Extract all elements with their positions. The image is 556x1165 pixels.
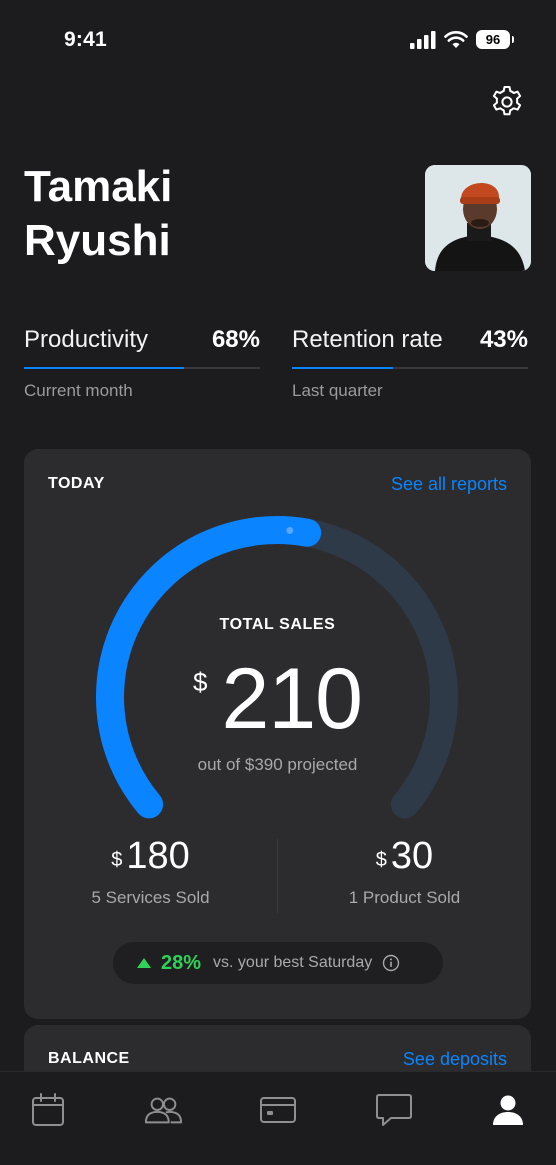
stat-value: 43% xyxy=(479,326,528,353)
tab-messages[interactable] xyxy=(374,1090,414,1130)
chat-icon xyxy=(376,1094,412,1126)
gauge-progress-dot xyxy=(286,526,294,534)
gauge-fill xyxy=(95,516,322,819)
stat-retention-rate: Retention rate 43% Last quarter xyxy=(292,326,528,401)
divider xyxy=(277,839,278,913)
see-all-reports-link[interactable]: See all reports xyxy=(390,474,507,494)
battery-icon: 96 xyxy=(476,30,514,49)
stat-progress-bar xyxy=(292,367,528,369)
card-icon xyxy=(260,1097,296,1123)
today-title: TODAY xyxy=(48,475,105,492)
tab-bar xyxy=(0,1071,556,1165)
currency-symbol: $ xyxy=(375,849,387,871)
products-amount: 30 xyxy=(390,835,434,877)
profile-icon xyxy=(493,1095,523,1125)
settings-gear-icon[interactable] xyxy=(489,84,525,120)
profile-last-name: Ryushi xyxy=(24,216,171,265)
stat-progress-bar xyxy=(24,367,260,369)
stat-label: Productivity xyxy=(24,326,149,353)
stat-period: Last quarter xyxy=(292,381,383,400)
stat-progress-fill xyxy=(24,367,185,369)
tab-clients[interactable] xyxy=(143,1090,183,1130)
balance-title: BALANCE xyxy=(48,1050,130,1067)
calendar-icon xyxy=(32,1093,64,1126)
info-icon[interactable] xyxy=(382,954,400,972)
total-sales-value: 210 xyxy=(221,651,362,747)
status-icons: 96 xyxy=(410,30,514,49)
currency-symbol: $ xyxy=(193,667,208,697)
tab-profile[interactable] xyxy=(488,1090,528,1130)
wifi-icon xyxy=(444,30,468,48)
cellular-signal-icon xyxy=(410,30,436,49)
currency-symbol: $ xyxy=(111,849,123,871)
products-sold: $30 1 Product Sold xyxy=(278,834,531,908)
services-amount: 180 xyxy=(126,835,190,877)
tab-calendar[interactable] xyxy=(28,1090,68,1130)
stat-label: Retention rate xyxy=(292,326,443,353)
stat-productivity: Productivity 68% Current month xyxy=(24,326,260,401)
stat-progress-fill xyxy=(292,367,394,369)
avatar-photo xyxy=(425,165,531,271)
sales-gauge xyxy=(95,516,458,819)
comparison-percent: 28% xyxy=(161,951,202,974)
avatar[interactable] xyxy=(425,165,531,271)
today-card: TODAY See all reports TOTAL SALES $210 o… xyxy=(24,449,531,1019)
profile-first-name: Tamaki xyxy=(24,162,173,211)
up-arrow-icon xyxy=(137,958,151,968)
services-sold: $180 5 Services Sold xyxy=(24,834,277,908)
see-deposits-link[interactable]: See deposits xyxy=(402,1049,507,1069)
total-sales-label: TOTAL SALES xyxy=(219,616,336,633)
comparison-pill[interactable]: 28% vs. your best Saturday xyxy=(113,942,443,984)
stat-value: 68% xyxy=(211,326,260,353)
tab-payments[interactable] xyxy=(258,1090,298,1130)
services-label: 5 Services Sold xyxy=(91,888,210,907)
comparison-text: vs. your best Saturday xyxy=(213,954,373,971)
people-icon xyxy=(144,1097,183,1124)
status-bar: 9:41 96 xyxy=(0,0,556,80)
stat-period: Current month xyxy=(24,381,133,400)
profile-name: Tamaki Ryushi xyxy=(24,160,384,268)
projected-text: out of $390 projected xyxy=(197,755,358,774)
total-sales-amount: $210 xyxy=(24,651,531,747)
status-time: 9:41 xyxy=(64,28,107,51)
products-label: 1 Product Sold xyxy=(348,888,461,907)
